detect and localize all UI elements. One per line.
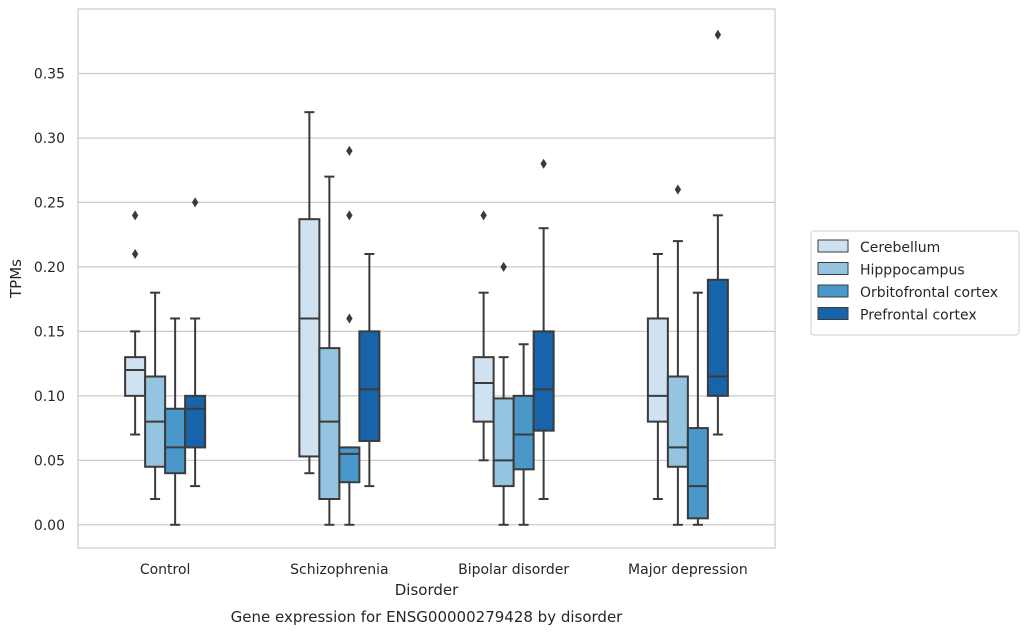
y-tick-label: 0.20 — [34, 260, 65, 276]
y-tick-labels: 0.00 0.05 0.10 0.15 0.20 0.25 0.30 0.35 — [34, 66, 65, 533]
x-axis-label: Disorder — [395, 581, 459, 599]
box-body — [124, 356, 147, 397]
box-group — [532, 158, 555, 500]
y-tick-label: 0.30 — [34, 131, 65, 147]
box-body — [492, 397, 515, 488]
box-group — [318, 175, 341, 526]
outlier-point — [131, 249, 139, 259]
y-tick-label: 0.35 — [34, 66, 65, 82]
legend-label: Orbitofrontal cortex — [860, 285, 998, 301]
legend-swatch — [817, 307, 849, 320]
box-body — [532, 330, 555, 432]
x-tick-label: Control — [140, 562, 191, 578]
box-group — [512, 343, 535, 526]
x-tick-label: Bipolar disorder — [458, 562, 569, 578]
box-group — [646, 253, 669, 500]
outlier-point — [540, 158, 547, 169]
x-tick-label: Major depression — [628, 562, 748, 578]
y-tick-label: 0.00 — [34, 518, 65, 534]
boxes — [124, 29, 729, 526]
box-body — [164, 407, 187, 475]
legend-label: Hipppocampus — [860, 263, 965, 279]
legend: Cerebellum Hipppocampus Orbitofrontal cort… — [810, 230, 1020, 336]
box-body — [512, 394, 535, 471]
legend-swatch — [817, 239, 849, 253]
box-body — [472, 356, 495, 423]
box-body — [666, 375, 689, 468]
y-tick-label: 0.15 — [34, 324, 65, 340]
outlier-point — [346, 145, 353, 156]
outlier-point — [714, 29, 722, 40]
y-tick-label: 0.05 — [34, 453, 65, 469]
box-group — [686, 291, 709, 526]
box-group — [472, 210, 495, 462]
legend-label: Prefrontal cortex — [860, 308, 977, 324]
outlier-point — [191, 197, 199, 208]
box-body — [686, 427, 709, 520]
box-group — [666, 184, 689, 526]
x-tick-label: Schizophrenia — [290, 562, 388, 578]
outlier-point — [346, 210, 353, 221]
box-group — [492, 261, 515, 526]
box-body — [298, 218, 321, 458]
box-body — [338, 446, 361, 484]
box-group — [338, 145, 361, 526]
box-group — [706, 29, 729, 436]
box-group — [298, 111, 321, 475]
y-axis-label: TPMs — [7, 259, 25, 299]
chart-caption: Gene expression for ENSG00000279428 by d… — [231, 608, 624, 626]
legend-swatch — [817, 262, 849, 275]
legend-swatch — [817, 284, 849, 298]
legend-frame — [810, 230, 1020, 336]
outlier-point — [480, 210, 487, 221]
box-group — [144, 291, 167, 500]
plot-area-frame — [77, 8, 776, 549]
outlier-point — [131, 210, 139, 221]
box-group — [358, 253, 381, 488]
box-group — [164, 317, 187, 526]
box-body — [706, 278, 729, 397]
outlier-point — [346, 313, 353, 324]
box-body — [318, 347, 341, 501]
outlier-point — [500, 261, 507, 272]
y-tick-label: 0.25 — [34, 195, 65, 211]
box-group — [124, 210, 147, 436]
outlier-point — [674, 184, 682, 195]
box-group — [184, 197, 207, 488]
box-body — [184, 394, 207, 449]
legend-label: Cerebellum — [860, 240, 940, 256]
y-tick-label: 0.10 — [34, 389, 65, 405]
x-tick-labels: Control Schizophrenia Bipolar disorder Majo… — [140, 562, 748, 578]
box-body — [646, 317, 669, 423]
box-body — [358, 330, 381, 442]
